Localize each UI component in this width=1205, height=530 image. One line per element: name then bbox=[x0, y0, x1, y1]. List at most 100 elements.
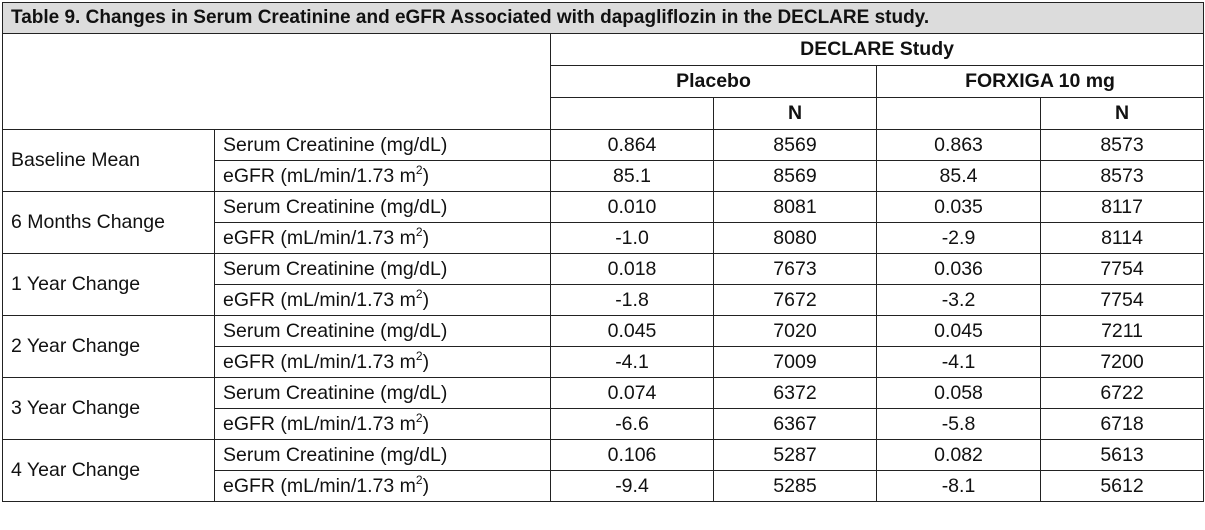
egfr-label-close: ) bbox=[422, 164, 430, 187]
forxiga-value-cell: -5.8 bbox=[876, 408, 1041, 440]
row-group-label: 2 Year Change bbox=[2, 315, 215, 378]
table-body: Baseline Mean Serum Creatinine (mg/dL) 0.8… bbox=[2, 129, 1205, 502]
forxiga-value-cell: 0.045 bbox=[876, 315, 1041, 347]
egfr-superscript: 2 bbox=[415, 410, 423, 425]
placebo-n-cell: 8569 bbox=[713, 160, 877, 192]
table-row: eGFR (mL/min/1.73 m2) -1.0 8080 -2.9 8114 bbox=[3, 222, 1205, 254]
egfr-label-text: eGFR (mL/min/1.73 m bbox=[223, 164, 416, 187]
placebo-value-cell: -1.0 bbox=[550, 222, 714, 254]
placebo-value-cell: 0.106 bbox=[550, 439, 714, 471]
row-group-label: 6 Months Change bbox=[2, 191, 215, 254]
egfr-label: eGFR (mL/min/1.73 m2) bbox=[214, 222, 551, 254]
egfr-label-text: eGFR (mL/min/1.73 m bbox=[223, 350, 416, 373]
placebo-value-header bbox=[550, 97, 714, 130]
forxiga-n-cell: 8573 bbox=[1039, 129, 1205, 161]
table-row: 4 Year Change Serum Creatinine (mg/dL) 0.1… bbox=[2, 439, 1205, 502]
placebo-n-cell: 7672 bbox=[713, 284, 877, 316]
forxiga-n-cell: 7754 bbox=[1039, 253, 1205, 285]
forxiga-n-cell: 7200 bbox=[1039, 346, 1205, 378]
serum-creatinine-label: Serum Creatinine (mg/dL) bbox=[214, 377, 551, 409]
table-row: eGFR (mL/min/1.73 m2) -4.1 7009 -4.1 7200 bbox=[3, 346, 1205, 378]
egfr-label-close: ) bbox=[422, 350, 430, 373]
placebo-n-cell: 8080 bbox=[713, 222, 877, 254]
placebo-n-cell: 8081 bbox=[713, 191, 877, 223]
forxiga-n-cell: 8117 bbox=[1039, 191, 1205, 223]
egfr-label: eGFR (mL/min/1.73 m2) bbox=[214, 160, 551, 192]
forxiga-value-cell: 0.036 bbox=[876, 253, 1041, 285]
egfr-label: eGFR (mL/min/1.73 m2) bbox=[214, 470, 551, 502]
egfr-label-close: ) bbox=[422, 226, 430, 249]
placebo-value-cell: -1.8 bbox=[550, 284, 714, 316]
forxiga-value-cell: -8.1 bbox=[876, 470, 1041, 502]
forxiga-value-cell: -3.2 bbox=[876, 284, 1041, 316]
table-row: eGFR (mL/min/1.73 m2) 85.1 8569 85.4 8573 bbox=[3, 160, 1205, 192]
serum-creatinine-label: Serum Creatinine (mg/dL) bbox=[214, 129, 551, 161]
row-group-label: 1 Year Change bbox=[2, 253, 215, 316]
forxiga-value-cell: 0.035 bbox=[876, 191, 1041, 223]
placebo-n-cell: 7673 bbox=[713, 253, 877, 285]
placebo-n-cell: 7009 bbox=[713, 346, 877, 378]
egfr-label-close: ) bbox=[422, 288, 430, 311]
placebo-value-cell: -4.1 bbox=[550, 346, 714, 378]
egfr-superscript: 2 bbox=[415, 286, 423, 301]
forxiga-value-cell: -4.1 bbox=[876, 346, 1041, 378]
placebo-n-cell: 6367 bbox=[713, 408, 877, 440]
row-group-label: 3 Year Change bbox=[2, 377, 215, 440]
forxiga-n-cell: 5613 bbox=[1039, 439, 1205, 471]
egfr-superscript: 2 bbox=[415, 162, 423, 177]
placebo-n-header: N bbox=[713, 97, 877, 130]
placebo-value-cell: 0.018 bbox=[550, 253, 714, 285]
row-group-label: Baseline Mean bbox=[2, 129, 215, 192]
row-group-label: 4 Year Change bbox=[2, 439, 215, 502]
egfr-label-close: ) bbox=[422, 474, 430, 497]
table-row: Baseline Mean Serum Creatinine (mg/dL) 0.8… bbox=[2, 129, 1205, 192]
serum-creatinine-label: Serum Creatinine (mg/dL) bbox=[214, 439, 551, 471]
forxiga-n-cell: 8573 bbox=[1039, 160, 1205, 192]
egfr-superscript: 2 bbox=[415, 472, 423, 487]
placebo-n-cell: 8569 bbox=[713, 129, 877, 161]
forxiga-n-header: N bbox=[1039, 97, 1205, 130]
forxiga-n-cell: 5612 bbox=[1039, 470, 1205, 502]
placebo-n-cell: 6372 bbox=[713, 377, 877, 409]
header-blank-cell bbox=[2, 33, 551, 130]
egfr-label-text: eGFR (mL/min/1.73 m bbox=[223, 474, 416, 497]
placebo-header: Placebo bbox=[550, 65, 877, 98]
egfr-label-text: eGFR (mL/min/1.73 m bbox=[223, 288, 416, 311]
table-row: 2 Year Change Serum Creatinine (mg/dL) 0.0… bbox=[2, 315, 1205, 378]
placebo-value-cell: 0.864 bbox=[550, 129, 714, 161]
egfr-superscript: 2 bbox=[415, 224, 423, 239]
placebo-value-cell: -6.6 bbox=[550, 408, 714, 440]
table-row: 6 Months Change Serum Creatinine (mg/dL) 0… bbox=[2, 191, 1205, 254]
study-header: DECLARE Study bbox=[549, 33, 1205, 66]
placebo-value-cell: 0.010 bbox=[550, 191, 714, 223]
serum-creatinine-label: Serum Creatinine (mg/dL) bbox=[214, 253, 551, 285]
egfr-label: eGFR (mL/min/1.73 m2) bbox=[214, 408, 551, 440]
forxiga-value-cell: 0.058 bbox=[876, 377, 1041, 409]
forxiga-n-cell: 8114 bbox=[1039, 222, 1205, 254]
table-row: eGFR (mL/min/1.73 m2) -9.4 5285 -8.1 5612 bbox=[3, 470, 1205, 502]
table-row: eGFR (mL/min/1.73 m2) -1.8 7672 -3.2 7754 bbox=[3, 284, 1205, 316]
placebo-value-cell: -9.4 bbox=[550, 470, 714, 502]
table-title: Table 9. Changes in Serum Creatinine and… bbox=[1, 2, 1205, 34]
table-row: 3 Year Change Serum Creatinine (mg/dL) 0.0… bbox=[2, 377, 1205, 440]
creatinine-egfr-table: Table 9. Changes in Serum Creatinine and… bbox=[1, 2, 1205, 502]
serum-creatinine-label: Serum Creatinine (mg/dL) bbox=[214, 315, 551, 347]
forxiga-n-cell: 6722 bbox=[1039, 377, 1205, 409]
placebo-n-cell: 5285 bbox=[713, 470, 877, 502]
forxiga-n-cell: 7211 bbox=[1039, 315, 1205, 347]
egfr-label: eGFR (mL/min/1.73 m2) bbox=[214, 346, 551, 378]
egfr-label: eGFR (mL/min/1.73 m2) bbox=[214, 284, 551, 316]
forxiga-n-cell: 6718 bbox=[1039, 408, 1205, 440]
table-row: 1 Year Change Serum Creatinine (mg/dL) 0.0… bbox=[2, 253, 1205, 316]
forxiga-n-cell: 7754 bbox=[1039, 284, 1205, 316]
egfr-label-close: ) bbox=[422, 412, 430, 435]
forxiga-value-cell: 0.863 bbox=[876, 129, 1041, 161]
egfr-label-text: eGFR (mL/min/1.73 m bbox=[223, 226, 416, 249]
forxiga-value-cell: 0.082 bbox=[876, 439, 1041, 471]
forxiga-header: FORXIGA 10 mg bbox=[875, 65, 1205, 98]
forxiga-value-header bbox=[876, 97, 1041, 130]
placebo-n-cell: 5287 bbox=[713, 439, 877, 471]
egfr-label-text: eGFR (mL/min/1.73 m bbox=[223, 412, 416, 435]
forxiga-value-cell: -2.9 bbox=[876, 222, 1041, 254]
egfr-superscript: 2 bbox=[415, 348, 423, 363]
